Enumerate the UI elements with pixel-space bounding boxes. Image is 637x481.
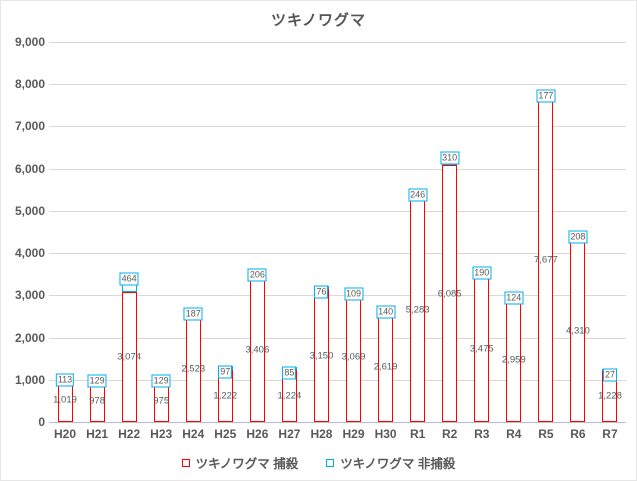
- bar-nonkill-H23[interactable]: [153, 375, 169, 381]
- x-axis-tick-label-H23: H23: [150, 427, 173, 441]
- x-axis-tick-label-H24: H24: [182, 427, 205, 441]
- x-axis-tick-label-H26: H26: [246, 427, 269, 441]
- x-axis-tick-label-R7: R7: [602, 427, 618, 441]
- legend-item-nonkill[interactable]: ツキノワグマ 非捕殺: [326, 453, 455, 472]
- x-axis-tick-label-H20: H20: [54, 427, 77, 441]
- y-axis-tick-label: 2,000: [14, 330, 45, 345]
- bar-nonkill-H24[interactable]: [185, 307, 201, 316]
- y-axis-tick-label: 5,000: [14, 203, 45, 218]
- y-axis-tick-label: 7,000: [14, 119, 45, 134]
- gridline: [49, 253, 626, 255]
- gridline: [49, 379, 626, 381]
- x-axis-tick-label-R2: R2: [442, 427, 458, 441]
- y-axis-tick-label: 0: [38, 415, 45, 429]
- bar-kill-R2[interactable]: [442, 165, 458, 422]
- bar-nonkill-H26[interactable]: [249, 269, 265, 279]
- bar-nonkill-R7[interactable]: [602, 369, 618, 371]
- x-axis-tick-label-R1: R1: [409, 427, 426, 441]
- gridline: [49, 337, 626, 339]
- bar-nonkill-H28[interactable]: [313, 285, 329, 289]
- x-axis-line: [49, 422, 626, 423]
- y-axis-tick-label: 6,000: [14, 161, 45, 176]
- gridline: [49, 42, 626, 43]
- bar-nonkill-H21[interactable]: [89, 375, 105, 381]
- bar-kill-H24[interactable]: [185, 315, 201, 422]
- gridline: [49, 84, 626, 86]
- bar-nonkill-R2[interactable]: [442, 151, 458, 166]
- bar-nonkill-H29[interactable]: [346, 287, 362, 293]
- legend: ツキノワグマ 捕殺 ツキノワグマ 非捕殺: [1, 453, 636, 472]
- y-axis-tick-label: 4,000: [14, 246, 45, 261]
- legend-kill-swatch-icon: [181, 458, 190, 467]
- y-axis-tick-label: 8,000: [14, 77, 45, 92]
- gridline: [49, 210, 626, 212]
- y-axis-tick-label: 1,000: [14, 372, 45, 387]
- bar-nonkill-R5[interactable]: [538, 90, 554, 98]
- bar-kill-H29[interactable]: [346, 292, 362, 422]
- gridline: [49, 168, 626, 170]
- bar-kill-R7[interactable]: [602, 370, 618, 422]
- bar-nonkill-R6[interactable]: [570, 231, 586, 241]
- chart-title: ツキノワグマ: [271, 12, 366, 29]
- bar-kill-H23[interactable]: [153, 380, 169, 422]
- x-axis-tick-label-H28: H28: [310, 427, 333, 441]
- bar-kill-H28[interactable]: [313, 289, 329, 422]
- x-axis-tick-label-R6: R6: [570, 427, 586, 441]
- bar-kill-R4[interactable]: [506, 297, 522, 422]
- bar-nonkill-H30[interactable]: [378, 305, 394, 312]
- x-axis-tick-label-R5: R5: [538, 427, 554, 441]
- bar-nonkill-R4[interactable]: [506, 291, 522, 298]
- x-axis-tick-label-R3: R3: [474, 427, 490, 441]
- bar-kill-H26[interactable]: [249, 278, 265, 422]
- x-axis-tick-label-H25: H25: [214, 427, 237, 441]
- bar-kill-R3[interactable]: [474, 275, 490, 422]
- legend-nonkill-swatch-icon: [326, 458, 335, 467]
- x-axis-tick-label-H30: H30: [374, 427, 397, 441]
- bar-kill-R5[interactable]: [538, 97, 554, 422]
- bar-kill-H22[interactable]: [121, 292, 137, 422]
- bar-nonkill-H25[interactable]: [217, 366, 233, 371]
- bar-nonkill-R3[interactable]: [474, 267, 490, 276]
- bar-nonkill-R1[interactable]: [410, 188, 426, 199]
- y-axis-tick-label: 9,000: [14, 35, 45, 49]
- y-axis-tick-label: 3,000: [14, 288, 45, 303]
- x-axis-tick-label-H21: H21: [86, 427, 109, 441]
- legend-kill-label: ツキノワグマ 捕殺: [195, 457, 299, 471]
- bar-kill-H21[interactable]: [89, 380, 105, 422]
- bar-kill-R1[interactable]: [410, 198, 426, 422]
- gridline: [49, 295, 626, 297]
- gridline: [49, 126, 626, 128]
- bar-kill-H27[interactable]: [281, 370, 297, 422]
- bar-nonkill-H27[interactable]: [281, 366, 297, 371]
- bar-nonkill-H22[interactable]: [121, 272, 137, 293]
- x-axis-tick-label-R4: R4: [506, 427, 522, 441]
- x-axis-tick-label-H29: H29: [342, 427, 365, 441]
- bar-kill-H30[interactable]: [378, 311, 394, 422]
- bar-kill-R6[interactable]: [570, 240, 586, 422]
- bar-kill-H20[interactable]: [57, 378, 73, 422]
- x-axis-tick-label-H27: H27: [278, 427, 301, 441]
- legend-nonkill-label: ツキノワグマ 非捕殺: [340, 457, 456, 471]
- legend-item-kill[interactable]: ツキノワグマ 捕殺: [181, 453, 299, 472]
- bar-nonkill-H20[interactable]: [57, 374, 73, 379]
- bar-kill-H25[interactable]: [217, 370, 233, 422]
- x-axis-tick-label-H22: H22: [118, 427, 141, 441]
